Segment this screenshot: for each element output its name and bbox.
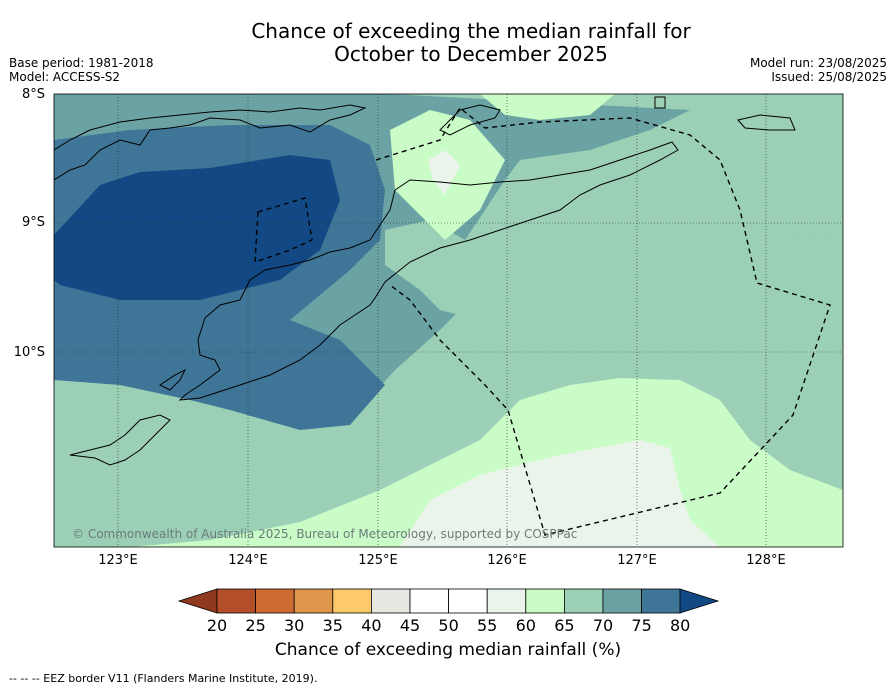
lon-label-125e: 125°E [358, 553, 398, 568]
colorbar-box [486, 588, 527, 614]
colorbar-high-arrow [679, 588, 720, 614]
title-line-2: October to December 2025 [334, 42, 608, 66]
colorbar-tick-label: 50 [438, 616, 459, 635]
colorbar-tick-label: 75 [631, 616, 652, 635]
meta-left: Base period: 1981-2018 Model: ACCESS-S2 [9, 56, 154, 84]
map-frame [53, 93, 844, 548]
colorbar-box [602, 588, 642, 614]
copyright-notice: © Commonwealth of Australia 2025, Bureau… [72, 527, 578, 541]
probability-field [54, 94, 843, 547]
colorbar-box [293, 588, 334, 614]
eez-footnote: -- -- -- EEZ border V11 (Flanders Marine… [9, 672, 318, 685]
colorbar-label: Chance of exceeding median rainfall (%) [274, 640, 622, 660]
colorbar-box [370, 588, 411, 614]
colorbar-tick-label: 55 [477, 616, 498, 635]
colorbar-box [409, 588, 449, 614]
colorbar-tick-label: 60 [515, 616, 536, 635]
meta-right: Model run: 23/08/2025 Issued: 25/08/2025 [750, 56, 887, 84]
lon-label-127e: 127°E [617, 553, 657, 568]
wetar-island [439, 104, 501, 136]
eez-border [254, 106, 831, 536]
colorbar-box [641, 588, 681, 614]
colorbar-box [332, 588, 372, 614]
lon-label-126e: 126°E [487, 553, 527, 568]
band-80-plus [54, 155, 340, 300]
timor-island [178, 141, 679, 401]
east-island [737, 114, 796, 131]
colorbar-tick-label: 40 [361, 616, 382, 635]
colorbar-box [448, 588, 488, 614]
colorbar [177, 588, 720, 614]
band-55-60-north [428, 150, 460, 195]
lon-label-128e: 128°E [746, 553, 786, 568]
colorbar-low-arrow [177, 588, 218, 614]
issued-date: Issued: 25/08/2025 [771, 70, 887, 84]
lon-label-124e: 124°E [228, 553, 268, 568]
band-55-60 [400, 440, 720, 547]
colorbar-tick-label: 25 [245, 616, 266, 635]
title-line-1: Chance of exceeding the median rainfall … [251, 19, 691, 43]
chart-title: Chance of exceeding the median rainfall … [0, 20, 896, 66]
colorbar-tick-label: 35 [322, 616, 343, 635]
colorbar-box [525, 588, 565, 614]
colorbar-box [216, 588, 256, 614]
north-islands [54, 104, 367, 181]
band-60-65-north [480, 94, 615, 120]
colorbar-tick-label: 45 [399, 616, 421, 635]
colorbar-box [255, 588, 295, 614]
rote-island [69, 414, 171, 466]
colorbar-boxes [216, 588, 681, 614]
colorbar-tick-label: 70 [592, 616, 614, 635]
model-run: Model run: 23/08/2025 [749, 56, 887, 70]
sumba-coast [159, 368, 187, 391]
model-name: Model: ACCESS-S2 [9, 70, 121, 84]
lat-label-9s: 9°S [21, 215, 45, 230]
base-period: Base period: 1981-2018 [9, 56, 154, 70]
colorbar-tick-label: 80 [670, 616, 691, 635]
lat-label-8s: 8°S [21, 87, 45, 102]
colorbar-tick-label: 20 [206, 616, 228, 635]
band-65-70 [385, 94, 843, 330]
gridlines [54, 94, 843, 547]
lon-label-123e: 123°E [98, 553, 138, 568]
colorbar-tick-label: 30 [284, 616, 305, 635]
lat-label-10s: 10°S [13, 345, 45, 360]
coastlines [54, 96, 796, 466]
small-island [654, 96, 666, 109]
colorbar-tick-label: 65 [554, 616, 575, 635]
colorbar-box [564, 588, 604, 614]
